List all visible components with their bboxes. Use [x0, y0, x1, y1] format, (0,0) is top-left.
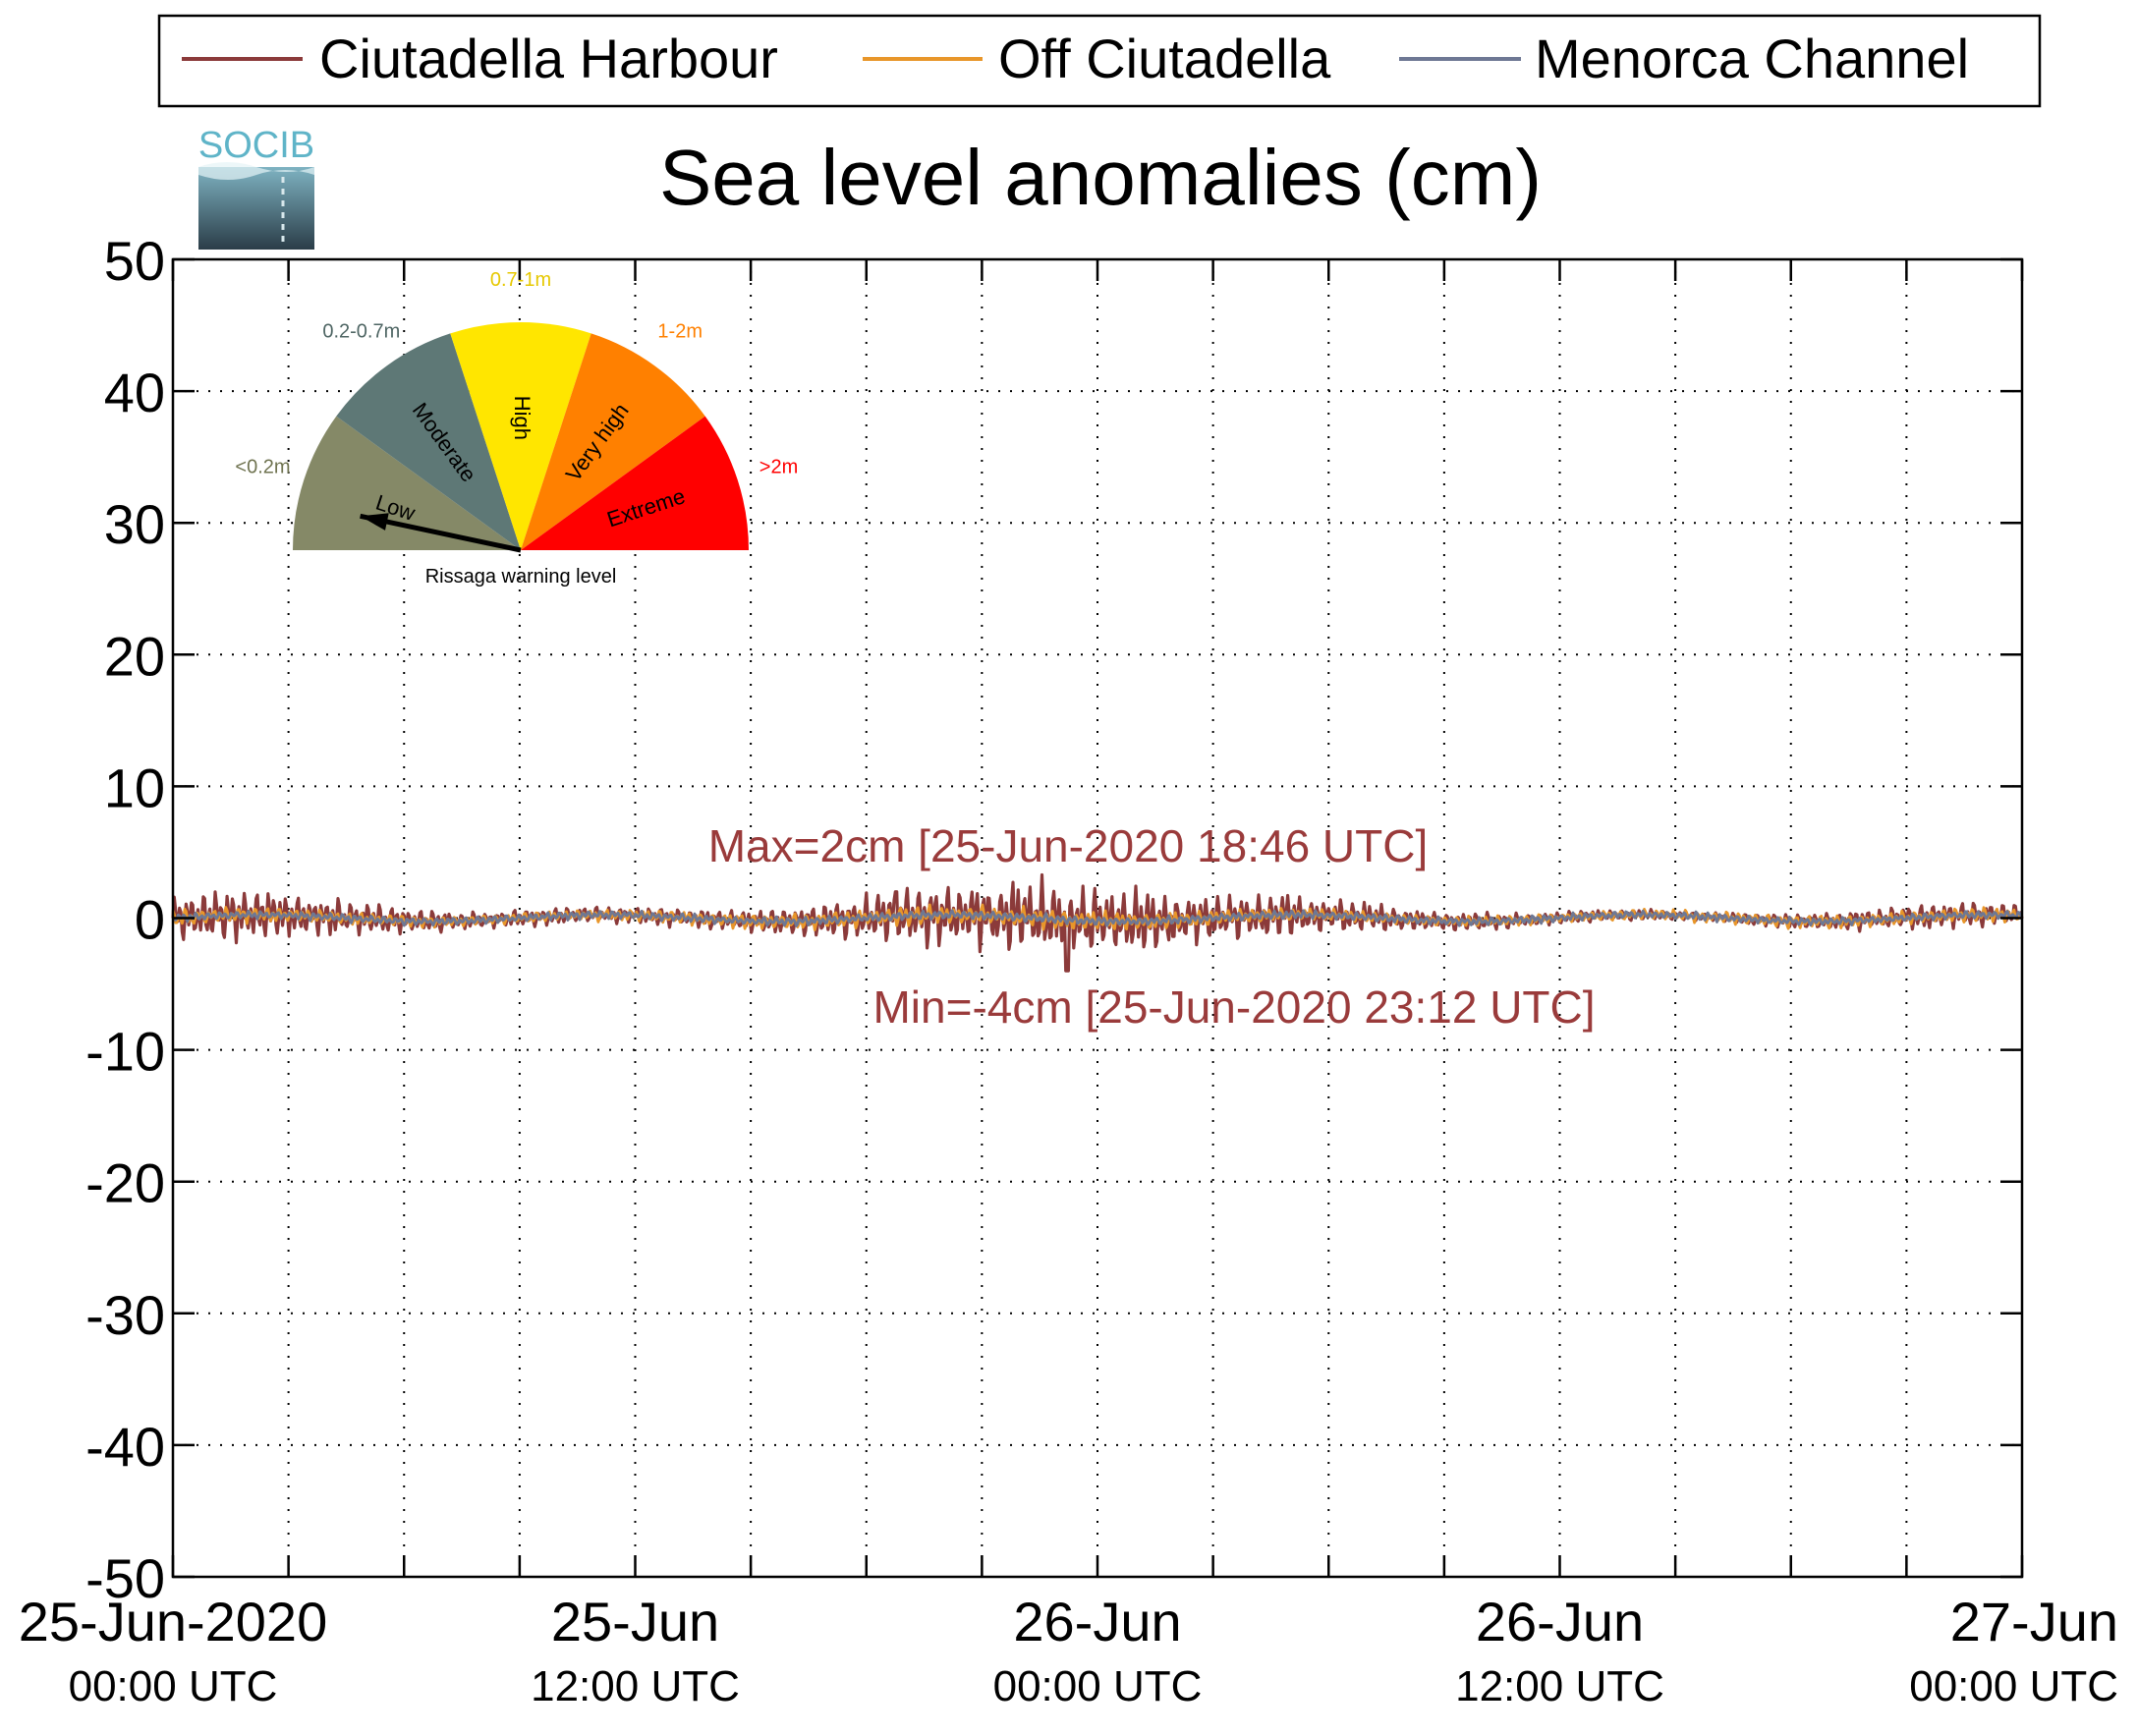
chart-title: Sea level anomalies (cm): [659, 134, 1542, 221]
gauge-needle-head: [360, 513, 389, 531]
x-tick-label: 26-Jun: [1013, 1591, 1181, 1652]
gauge-sector-low: [293, 416, 521, 550]
y-tick-label: -30: [85, 1284, 165, 1346]
logo-badge: [198, 167, 314, 250]
gauge-range-label: >2m: [759, 457, 798, 478]
x-tick-label: 26-Jun: [1476, 1591, 1644, 1652]
socib-logo: SOCIB: [198, 125, 314, 250]
gauge-range-label: <0.2m: [235, 457, 290, 478]
y-tick-label: -20: [85, 1152, 165, 1214]
x-tick-label: 25-Jun: [551, 1591, 719, 1652]
y-tick-label: -50: [85, 1547, 165, 1609]
gauge-range-label: 0.2-0.7m: [322, 321, 400, 343]
x-tick-sublabel: 00:00 UTC: [1909, 1662, 2118, 1710]
logo-text: SOCIB: [198, 125, 314, 166]
x-tick-sublabel: 00:00 UTC: [69, 1662, 278, 1710]
gauge-range-label: 0.7-1m: [490, 269, 551, 291]
x-tick-sublabel: 12:00 UTC: [531, 1662, 740, 1710]
gauge-sector-label: High: [510, 396, 534, 440]
gauge-sector-extreme: [521, 416, 749, 550]
legend: Ciutadella Harbour Off Ciutadella Menorc…: [157, 14, 2042, 108]
rissaga-gauge: Rissaga warning level Low<0.2m Moderate0.…: [235, 269, 798, 588]
x-tick-label: 27-Jun: [1950, 1591, 2118, 1652]
gauge-range-label: 1-2m: [657, 321, 703, 343]
min-annotation: Min=-4cm [25-Jun-2020 23:12 UTC]: [872, 981, 1595, 1033]
x-tick-sublabel: 12:00 UTC: [1455, 1662, 1664, 1710]
gauge-caption: Rissaga warning level: [425, 566, 617, 588]
logo-wave: [198, 162, 314, 180]
y-tick-label: 30: [104, 493, 165, 555]
max-annotation: Max=2cm [25-Jun-2020 18:46 UTC]: [708, 820, 1429, 871]
y-tick-label: -10: [85, 1021, 165, 1083]
x-tick-label: 25-Jun-2020: [19, 1591, 327, 1652]
y-tick-label: 50: [104, 230, 165, 292]
series-line-ciutadella-harbour: [171, 872, 2024, 973]
legend-label-off-ciutadella: Off Ciutadella: [998, 28, 1331, 89]
legend-label-menorca-channel: Menorca Channel: [1535, 28, 1969, 89]
y-tick-label: 40: [104, 362, 165, 423]
gauge-sector-high: [450, 322, 591, 550]
y-tick-label: 0: [135, 889, 165, 951]
series-layer: [171, 872, 2024, 973]
y-tick-label: 20: [104, 625, 165, 687]
y-tick-label: -40: [85, 1416, 165, 1478]
legend-frame: [157, 14, 2042, 108]
gauge-sector-moderate: [336, 333, 521, 550]
x-tick-sublabel: 00:00 UTC: [993, 1662, 1203, 1710]
series-line-menorca-channel: [171, 909, 2023, 927]
legend-label-ciutadella-harbour: Ciutadella Harbour: [319, 28, 778, 89]
gauge-sector-very-high: [521, 333, 705, 550]
y-tick-label: 10: [104, 756, 165, 818]
